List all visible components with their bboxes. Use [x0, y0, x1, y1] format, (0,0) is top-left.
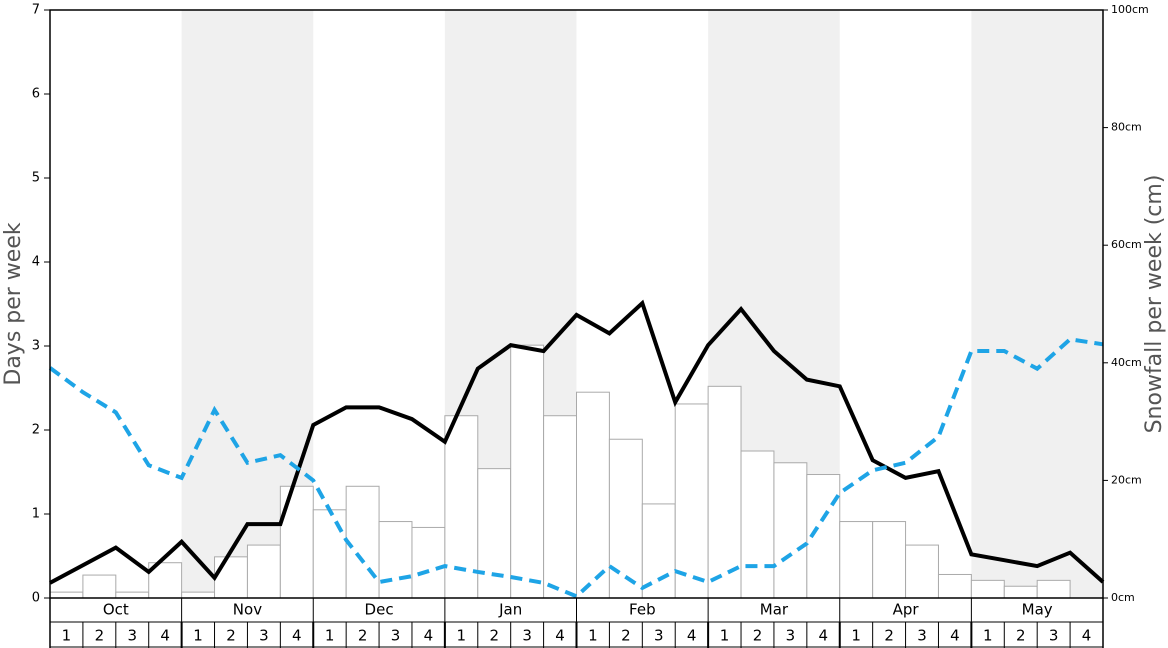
- week-label: 3: [522, 627, 532, 645]
- bar: [510, 344, 545, 599]
- y-tick-label: 0: [32, 591, 40, 606]
- week-label: 3: [1049, 627, 1059, 645]
- week-label: 4: [950, 627, 960, 645]
- week-label: 3: [259, 627, 269, 645]
- bar: [214, 556, 248, 599]
- week-label: 4: [160, 627, 170, 645]
- week-label: 2: [621, 627, 631, 645]
- week-label: 4: [819, 627, 829, 645]
- week-label: 1: [588, 627, 598, 645]
- week-label: 1: [851, 627, 861, 645]
- week-label: 2: [95, 627, 105, 645]
- bar: [82, 574, 117, 599]
- bar: [378, 521, 413, 599]
- bar: [477, 468, 512, 599]
- month-label: Dec: [365, 601, 394, 619]
- month-label: May: [1022, 601, 1053, 619]
- week-label: 4: [424, 627, 434, 645]
- bar: [707, 385, 742, 599]
- week-label: 2: [358, 627, 368, 645]
- y2-tick-label: 100cm: [1111, 3, 1149, 16]
- y2-tick-label: 0cm: [1111, 591, 1135, 604]
- week-label: 1: [983, 627, 993, 645]
- week-label: 4: [687, 627, 697, 645]
- bar: [312, 509, 347, 599]
- month-label: Mar: [760, 601, 789, 619]
- bar: [411, 526, 446, 599]
- week-label: 2: [489, 627, 499, 645]
- y-axis-title: Days per week: [1, 222, 26, 385]
- bar: [1036, 579, 1071, 599]
- bar: [937, 573, 972, 599]
- month-label: Jan: [498, 601, 522, 619]
- bar: [674, 403, 709, 599]
- bar: [49, 591, 84, 599]
- y2-tick-label: 20cm: [1111, 473, 1142, 486]
- y-tick-label: 1: [32, 507, 40, 522]
- bar: [608, 438, 643, 599]
- bar: [115, 591, 150, 599]
- month-label: Oct: [103, 601, 129, 619]
- week-label: 4: [555, 627, 565, 645]
- week-label: 3: [786, 627, 796, 645]
- y-tick-label: 3: [32, 339, 40, 354]
- bar: [246, 544, 281, 599]
- y2-tick-label: 60cm: [1111, 238, 1142, 251]
- bar: [773, 462, 808, 599]
- week-label: 1: [325, 627, 335, 645]
- y-tick-label: 7: [32, 3, 40, 18]
- bar: [1003, 585, 1038, 599]
- bar: [543, 415, 577, 599]
- y-tick-label: 4: [32, 255, 40, 270]
- month-label: Feb: [629, 601, 656, 619]
- week-label: 3: [391, 627, 401, 645]
- week-label: 1: [457, 627, 467, 645]
- bar: [181, 591, 216, 599]
- y2-axis-title: Snowfall per week (cm): [1142, 175, 1167, 434]
- week-label: 3: [654, 627, 664, 645]
- y-tick-label: 6: [32, 87, 40, 102]
- week-label: 1: [62, 627, 72, 645]
- week-label: 1: [720, 627, 730, 645]
- bar: [872, 521, 907, 599]
- week-label: 4: [292, 627, 302, 645]
- bar: [576, 391, 610, 599]
- week-label: 2: [753, 627, 763, 645]
- bar: [970, 579, 1005, 599]
- y2-tick-label: 40cm: [1111, 356, 1142, 369]
- line: [49, 299, 1105, 585]
- week-label: 2: [884, 627, 894, 645]
- y2-tick-label: 80cm: [1111, 121, 1142, 134]
- month-label: Apr: [893, 601, 920, 619]
- y-tick-label: 2: [32, 423, 40, 438]
- bar: [345, 485, 380, 599]
- y-tick-label: 5: [32, 171, 40, 186]
- week-label: 4: [1082, 627, 1092, 645]
- month-band: [971, 10, 1103, 598]
- week-label: 2: [226, 627, 236, 645]
- week-label: 3: [127, 627, 137, 645]
- bar: [740, 450, 775, 599]
- week-label: 2: [1016, 627, 1026, 645]
- week-label: 3: [917, 627, 927, 645]
- week-label: 1: [193, 627, 203, 645]
- bar: [905, 544, 939, 599]
- month-label: Nov: [233, 601, 262, 619]
- bar: [641, 503, 676, 599]
- line: [48, 337, 1104, 599]
- bar: [839, 521, 874, 599]
